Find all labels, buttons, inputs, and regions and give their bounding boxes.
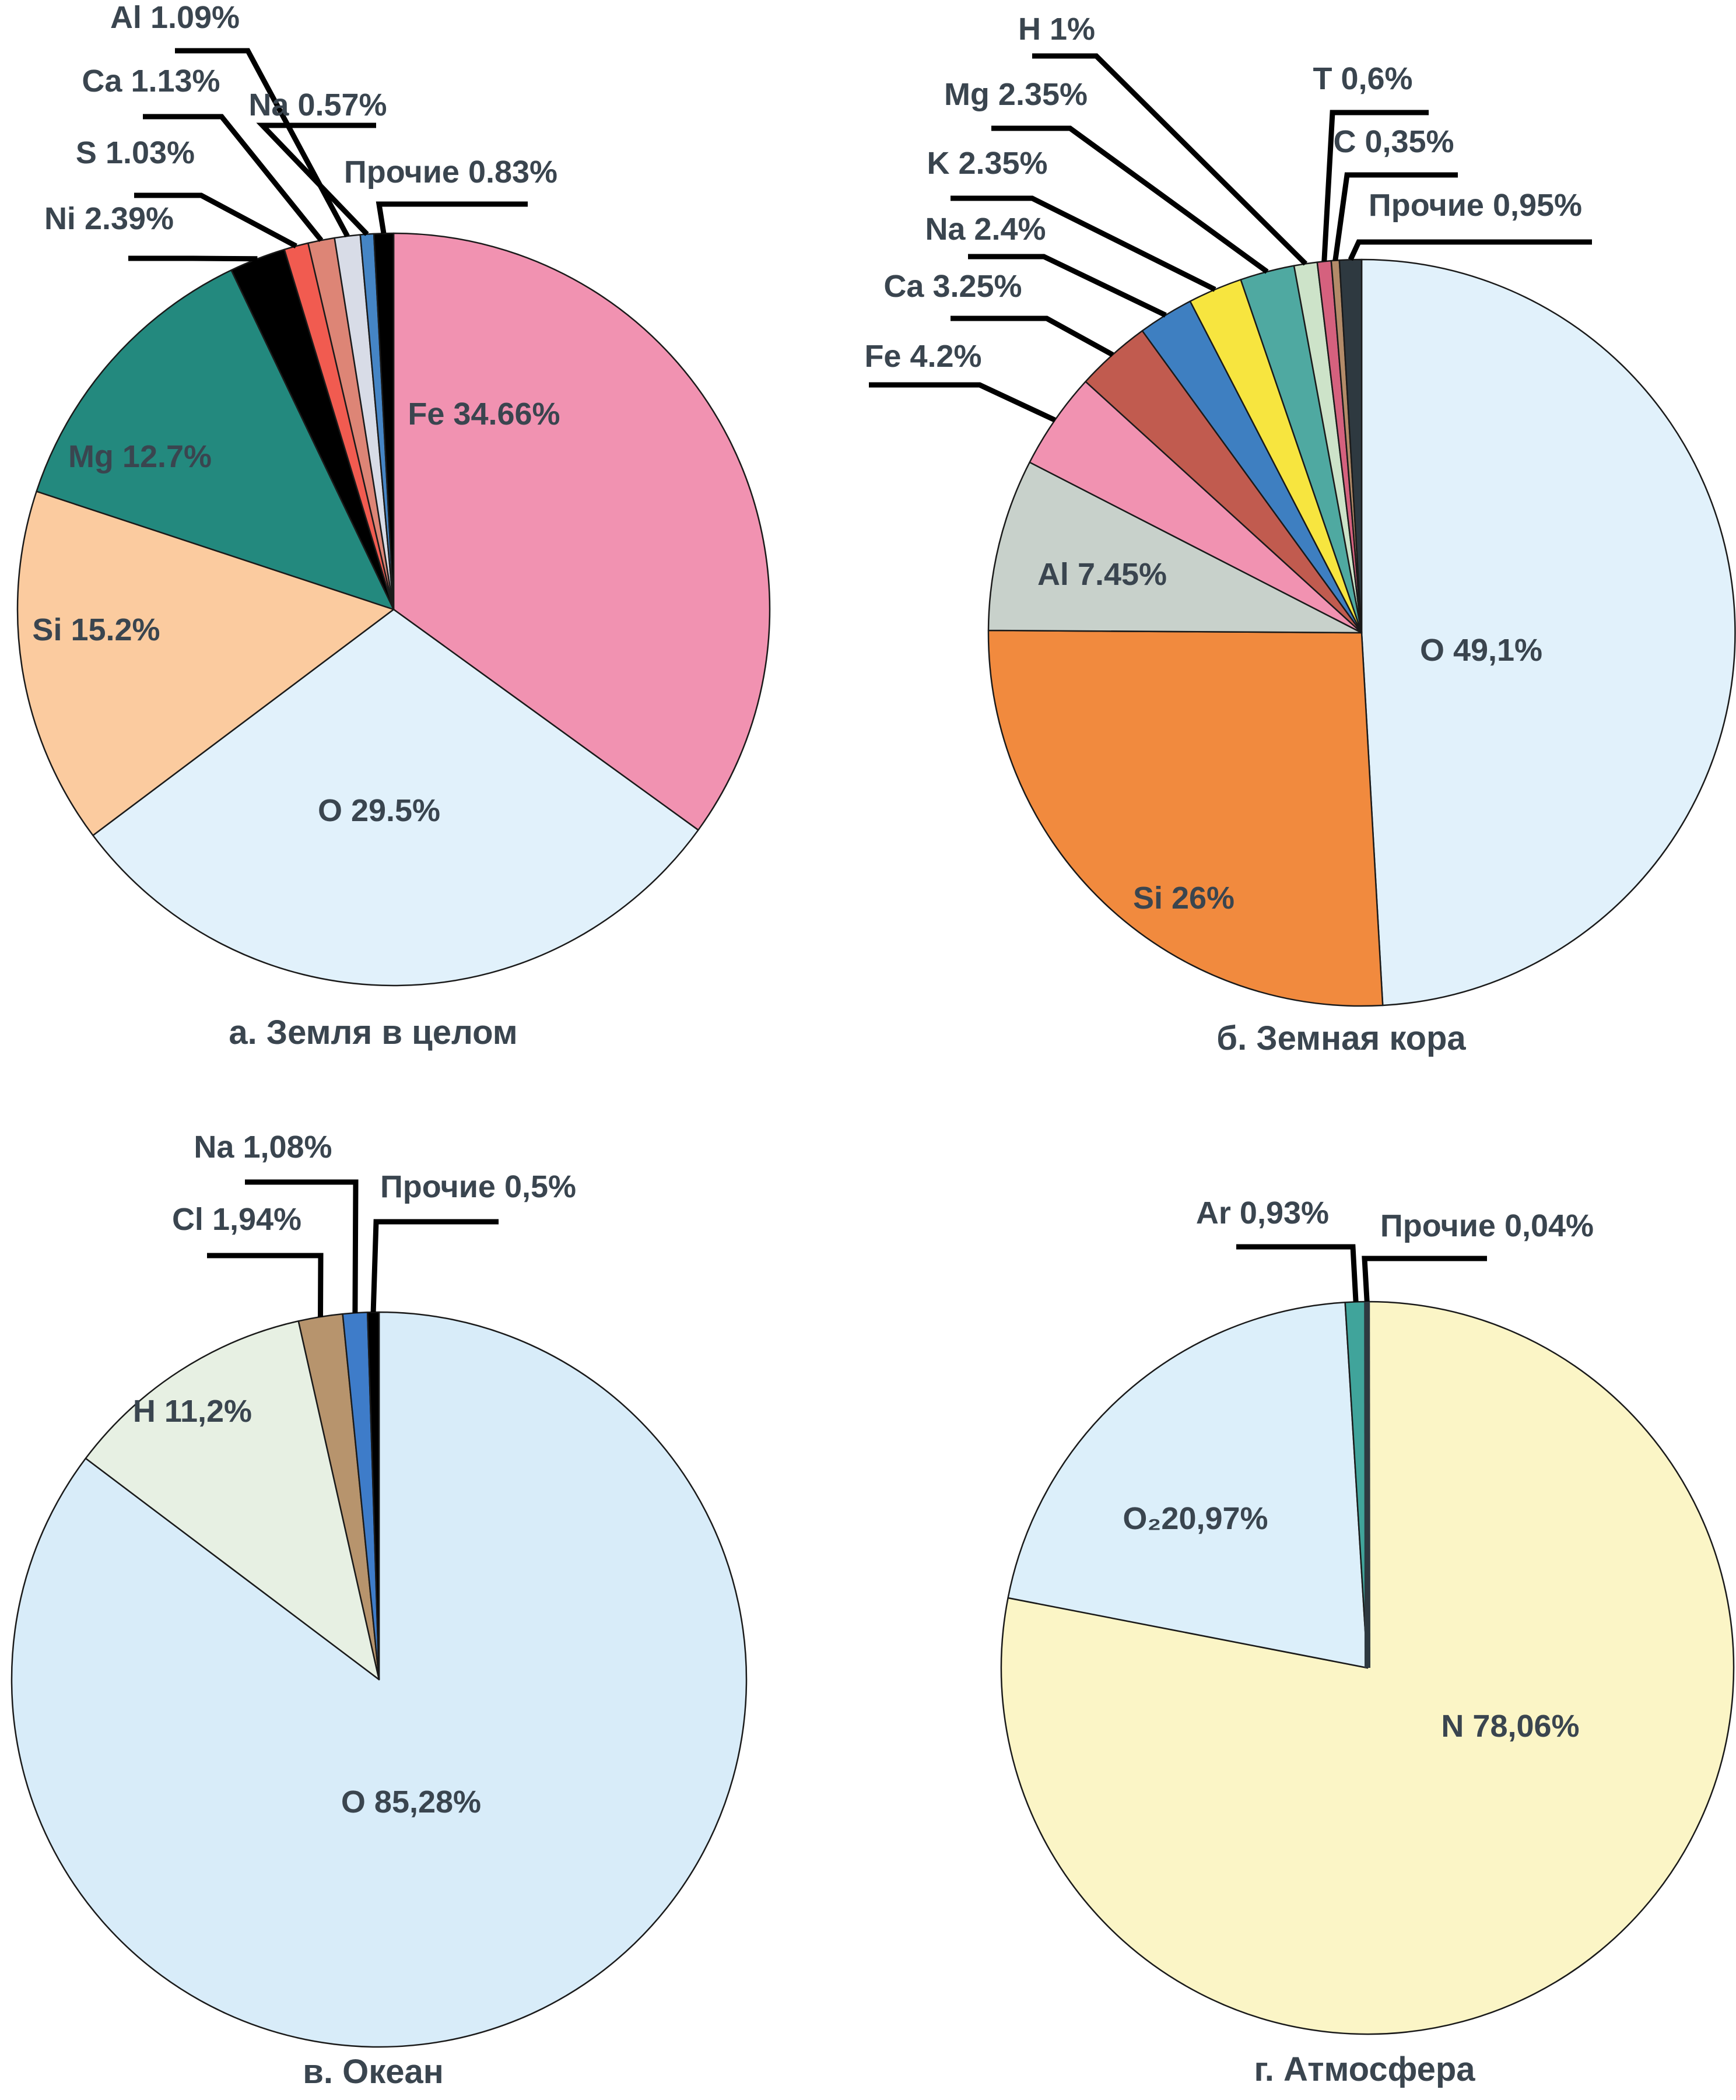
slice-label-mg: Mg 2.35% — [944, 77, 1088, 112]
slice-label-o2: O₂20,97% — [1123, 1501, 1268, 1536]
slice-label-ar: Ar 0,93% — [1196, 1196, 1329, 1230]
caption-atmosphere: г. Атмосфера — [1254, 2050, 1475, 2088]
slice-si — [987, 629, 1384, 1007]
slice-label-cl: Cl 1,94% — [172, 1202, 301, 1237]
slice-label-si: Si 15.2% — [32, 612, 160, 647]
slice-label-o: O 85,28% — [341, 1785, 481, 1819]
leader-mg — [991, 125, 1269, 274]
caption-earth-crust: б. Земная кора — [1216, 1019, 1466, 1057]
chart-earth-crust: O 49,1% Si 26% Al 7.45% Fe 4.2% Ca 3.25% Na 2… — [864, 12, 1736, 1057]
leader-c — [1332, 172, 1458, 261]
slice-label-al: Al 1.09% — [110, 0, 240, 35]
earth-total-leaders — [128, 48, 528, 262]
chart-atmosphere: N 78,06% O₂20,97% Ar 0,93% Прочие 0,04% г. … — [1000, 1196, 1735, 2088]
earth-total-labels: Fe 34.66% O 29.5% Si 15.2% Mg 12.7% Ni 2.39%… — [32, 0, 560, 828]
slice-label-fe: Fe 4.2% — [864, 339, 981, 374]
slice-label-si: Si 26% — [1133, 881, 1235, 916]
slice-label-mg: Mg 12.7% — [68, 439, 212, 474]
slice-label-al: Al 7.45% — [1037, 557, 1167, 592]
slice-label-t: T 0,6% — [1313, 61, 1412, 96]
leader-t — [1321, 110, 1429, 262]
slice-label-o: O 29.5% — [318, 793, 440, 828]
slice-label-s: S 1.03% — [76, 135, 195, 170]
slice-mg — [36, 269, 395, 611]
slice-label-na: Na 2.4% — [925, 212, 1046, 247]
slice-h — [85, 1320, 380, 1681]
earth-total-slices — [16, 232, 771, 987]
leader-other — [370, 1219, 499, 1313]
leader-na — [245, 1179, 359, 1313]
slice-o — [92, 608, 699, 987]
slice-label-other: Прочие 0,95% — [1369, 188, 1582, 223]
caption-earth-total: а. Земля в целом — [229, 1014, 517, 1051]
slice-label-c: C 0,35% — [1333, 124, 1454, 159]
leader-na — [256, 122, 376, 236]
earth-crust-labels: O 49,1% Si 26% Al 7.45% Fe 4.2% Ca 3.25% Na 2… — [864, 12, 1582, 916]
leader-h — [1032, 53, 1308, 266]
slice-label-na: Na 1,08% — [194, 1130, 332, 1165]
atmosphere-slices — [1000, 1300, 1735, 2035]
leader-s — [134, 192, 297, 248]
leader-ca — [951, 315, 1114, 357]
slice-fe — [1029, 381, 1363, 634]
atmosphere-leaders — [1236, 1244, 1487, 1302]
slice-label-k: K 2.35% — [927, 146, 1047, 181]
slice-label-fe: Fe 34.66% — [408, 397, 560, 432]
atmosphere-labels: N 78,06% O₂20,97% Ar 0,93% Прочие 0,04% — [1123, 1196, 1594, 1744]
leader-ar — [1236, 1244, 1359, 1302]
leader-fe — [869, 382, 1057, 423]
slice-label-o: O 49,1% — [1420, 633, 1542, 668]
slice-label-h: H 1% — [1018, 12, 1095, 47]
slice-o2 — [1007, 1301, 1369, 1669]
slice-label-ni: Ni 2.39% — [44, 201, 174, 236]
ocean-labels: O 85,28% H 11,2% Cl 1,94% Na 1,08% Прочие 0,… — [133, 1130, 576, 1819]
leader-other — [376, 201, 528, 234]
leader-al — [175, 48, 350, 238]
slice-label-na: Na 0.57% — [248, 87, 387, 122]
leader-ca — [143, 114, 324, 242]
slice-label-other: Прочие 0,5% — [380, 1169, 576, 1204]
leader-k — [951, 195, 1216, 292]
caption-ocean: в. Океан — [303, 2053, 444, 2091]
slice-label-h: H 11,2% — [133, 1394, 252, 1429]
leader-cl — [207, 1253, 324, 1317]
leader-na — [968, 254, 1167, 318]
earth-crust-slices — [987, 258, 1736, 1007]
slice-al — [987, 461, 1363, 634]
slice-si — [16, 490, 395, 836]
slice-label-ca: Ca 3.25% — [883, 269, 1022, 304]
ocean-slices — [10, 1311, 748, 2048]
leader-other — [1362, 1256, 1487, 1302]
chart-earth-total: Fe 34.66% O 29.5% Si 15.2% Mg 12.7% Ni 2.39%… — [16, 0, 771, 1051]
slice-other — [373, 232, 395, 611]
chart-ocean: O 85,28% H 11,2% Cl 1,94% Na 1,08% Прочие 0,… — [10, 1130, 748, 2091]
slice-label-ca: Ca 1.13% — [82, 64, 220, 99]
leader-other — [1348, 239, 1592, 261]
slice-o — [1360, 258, 1736, 1007]
slice-label-other: Прочие 0,04% — [1380, 1208, 1594, 1243]
slice-label-other: Прочие 0.83% — [344, 155, 557, 190]
slice-fe — [392, 232, 771, 831]
earth-crust-leaders — [869, 53, 1592, 423]
slice-label-n: N 78,06% — [1441, 1709, 1579, 1744]
leader-ni — [128, 255, 258, 262]
ocean-leaders — [207, 1179, 499, 1317]
